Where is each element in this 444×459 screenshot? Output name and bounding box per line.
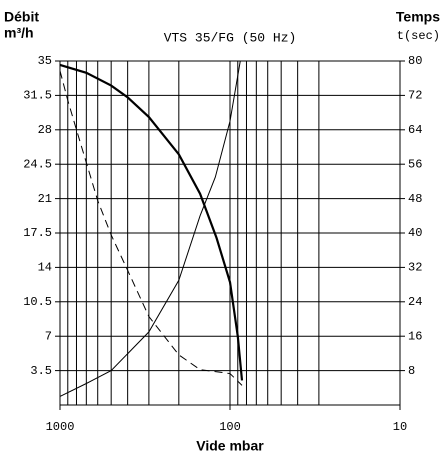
y-tick-label: 3.5 [30, 364, 52, 378]
series-line [59, 63, 244, 381]
y-tick-label: 35 [38, 54, 52, 68]
series-line [59, 60, 241, 397]
y2-axis-label: Temps [396, 9, 440, 25]
y2-tick-label: 40 [408, 226, 422, 240]
y-tick-label: 10.5 [23, 295, 52, 309]
y-tick-label: 24.5 [23, 157, 52, 171]
x-tick-label: 100 [219, 420, 241, 434]
y-tick-label: 7 [45, 329, 52, 343]
y2-tick-label: 16 [408, 329, 422, 343]
y2-axis-label: t(sec) [397, 29, 440, 43]
y2-tick-label: 8 [408, 364, 415, 378]
y-tick-label: 14 [38, 261, 52, 275]
chart-title: VTS 35/FG (50 Hz) [164, 30, 297, 45]
series-line [59, 70, 243, 386]
y2-tick-label: 32 [408, 261, 422, 275]
x-tick-label: 1000 [46, 420, 75, 434]
y-tick-label: 28 [38, 123, 52, 137]
x-tick-label: 10 [393, 420, 407, 434]
y2-tick-label: 48 [408, 192, 422, 206]
y-tick-label: 31.5 [23, 89, 52, 103]
y-axis-label: Débit [4, 9, 39, 25]
y-tick-label: 21 [38, 192, 52, 206]
y2-tick-label: 56 [408, 157, 422, 171]
y2-tick-label: 24 [408, 295, 422, 309]
y2-tick-label: 64 [408, 123, 422, 137]
y2-tick-label: 80 [408, 54, 422, 68]
y-axis-label: m³/h [4, 25, 34, 41]
y2-tick-label: 72 [408, 89, 422, 103]
x-axis-label: Vide mbar [196, 438, 264, 454]
y-tick-label: 17.5 [23, 226, 52, 240]
